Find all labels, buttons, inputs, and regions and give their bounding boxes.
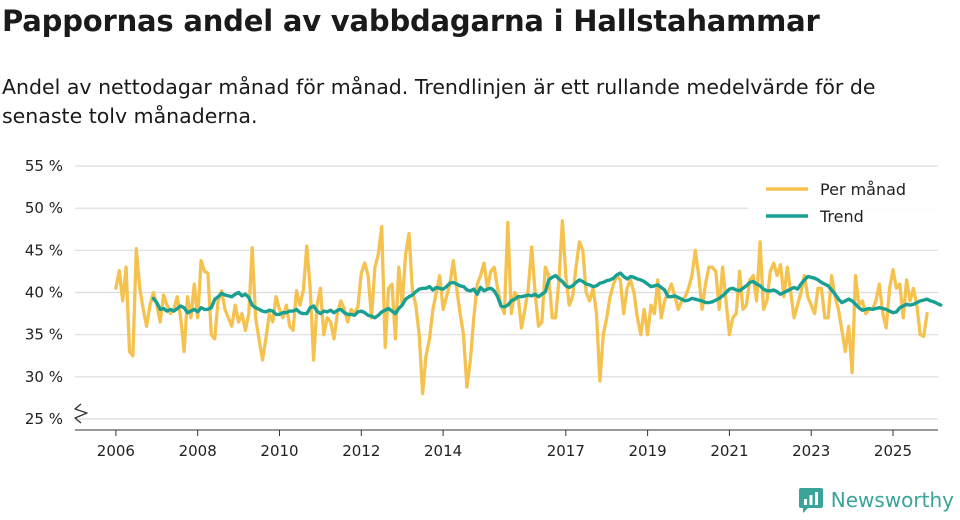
x-tick-label: 2021 xyxy=(710,442,748,460)
x-tick-label: 2014 xyxy=(424,442,462,460)
y-tick-label: 45 % xyxy=(25,241,63,259)
x-tick-label: 2012 xyxy=(342,442,380,460)
series-line-trend xyxy=(151,271,943,320)
y-tick-label: 40 % xyxy=(25,284,63,302)
brand-name: Newsworthy xyxy=(830,488,954,512)
chart-subtitle: Andel av nettodagar månad för månad. Tre… xyxy=(2,75,876,128)
x-tick-label: 2010 xyxy=(260,442,298,460)
series-line-monthly xyxy=(114,219,929,396)
legend-label-monthly: Per månad xyxy=(820,180,906,199)
newsworthy-logo-icon xyxy=(798,488,823,513)
x-tick-label: 2019 xyxy=(629,442,667,460)
axis-layer: 25 % 30 % 35 % 40 % 45 % 50 % 55 % 2006 2008 2010… xyxy=(25,157,938,460)
legend-background xyxy=(748,170,938,234)
legend: Per månad Trend xyxy=(748,170,938,234)
y-tick-label: 50 % xyxy=(25,199,63,217)
series-layer xyxy=(114,219,943,396)
chart-title: Pappornas andel av vabbdagarna i Hallsta… xyxy=(2,4,820,38)
y-tick-label: 25 % xyxy=(25,410,63,428)
y-tick-label: 30 % xyxy=(25,368,63,386)
axis-break-icon xyxy=(74,403,88,424)
x-tick-label: 2017 xyxy=(547,442,585,460)
x-tick-label: 2006 xyxy=(97,442,135,460)
legend-label-trend: Trend xyxy=(819,207,864,226)
y-tick-label: 35 % xyxy=(25,326,63,344)
x-tick-label: 2025 xyxy=(874,442,912,460)
y-tick-label: 55 % xyxy=(25,157,63,175)
x-tick-label: 2023 xyxy=(792,442,830,460)
x-tick-label: 2008 xyxy=(179,442,217,460)
brand-logo: Newsworthy xyxy=(798,486,954,514)
